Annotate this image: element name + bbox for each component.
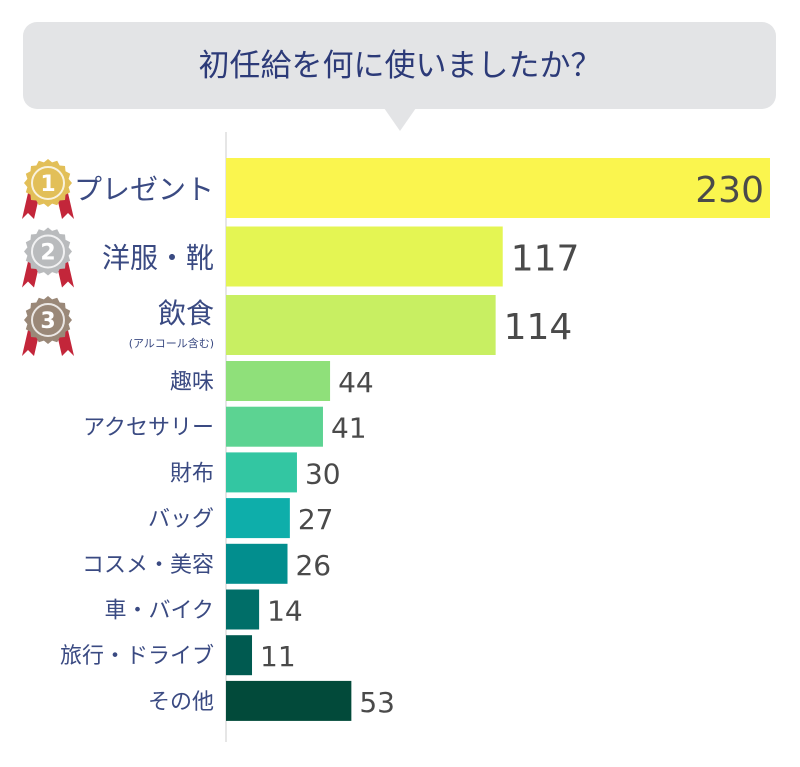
category-label: 旅行・ドライブ (60, 644, 214, 669)
rank-2-medal-icon: 2 (22, 227, 74, 288)
value-label: 230 (695, 170, 764, 211)
medal-rank-number: 1 (40, 172, 55, 197)
value-label: 14 (267, 595, 303, 628)
value-label: 53 (359, 686, 395, 719)
medal-rank-number: 2 (40, 241, 55, 266)
category-label: 車・バイク (104, 599, 214, 624)
value-label: 44 (338, 366, 374, 399)
bar-5 (226, 406, 323, 447)
chart-title: 初任給を何に使いましたか？ (199, 48, 602, 84)
bar-10 (226, 635, 253, 676)
category-label: アクセサリー (83, 416, 214, 441)
bar-2 (226, 226, 503, 287)
value-label: 117 (511, 239, 580, 280)
medal-rank-number: 3 (40, 309, 55, 334)
category-label: プレゼント (74, 173, 214, 206)
category-label: 財布 (170, 461, 214, 486)
medal-ring (31, 234, 65, 269)
value-label: 30 (305, 457, 341, 490)
category-label: 飲食 (158, 297, 214, 330)
bar-11 (226, 680, 352, 721)
medal-ring (31, 166, 65, 200)
rank-3-medal-icon: 3 (22, 296, 74, 356)
title-bubble-pointer (384, 108, 416, 131)
category-label: その他 (148, 690, 214, 715)
value-label: 114 (504, 307, 573, 348)
medal-ring (31, 303, 65, 337)
rank-1-medal-icon: 1 (22, 159, 74, 219)
bar-6 (226, 452, 297, 493)
bar-9 (226, 589, 260, 630)
title-bubble-box (23, 22, 776, 109)
category-note: (アルコール含む) (129, 336, 214, 350)
rank-badges: 1 2 3 (22, 159, 74, 356)
bar-1 (226, 158, 770, 218)
category-label: 洋服・靴 (102, 242, 214, 275)
category-label: バッグ (148, 507, 214, 532)
category-label: 趣味 (170, 370, 214, 395)
value-label: 27 (298, 503, 334, 536)
title-bubble: 初任給を何に使いましたか？ (23, 22, 776, 131)
bar-7 (226, 498, 290, 539)
bars-group: プレゼント 230 洋服・靴 117 飲食 (アルコール含む) 114 趣味 44 アクセサリー 4… (60, 158, 770, 721)
value-label: 26 (295, 549, 331, 582)
value-label: 11 (260, 640, 296, 673)
bar-3 (226, 295, 496, 355)
value-label: 41 (331, 412, 367, 445)
category-label: コスメ・美容 (82, 553, 214, 578)
bar-8 (226, 543, 288, 584)
bar-4 (226, 361, 331, 401)
